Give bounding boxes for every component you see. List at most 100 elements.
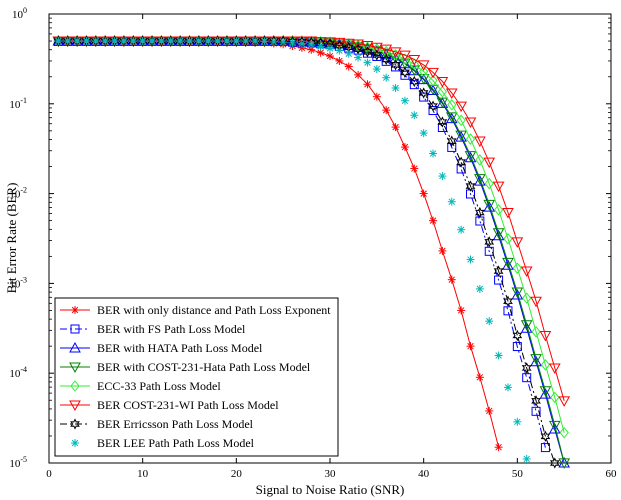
marker-hexagram <box>165 35 176 47</box>
marker-hexagram <box>193 35 204 47</box>
marker-square <box>456 164 466 174</box>
marker-asterisk-stroke <box>73 37 81 45</box>
marker-triangle-down <box>427 67 439 79</box>
legend: BER with only distance and Path Loss Exp… <box>54 297 339 457</box>
legend-label: ECC-33 Path Loss Model <box>97 379 221 393</box>
marker-asterisk-stroke <box>130 37 137 45</box>
marker-diamond <box>465 133 476 145</box>
marker-hexagram <box>184 35 195 47</box>
marker-asterisk-stroke <box>55 37 62 45</box>
marker-triangle-down <box>389 47 402 58</box>
marker-asterisk-stroke <box>364 81 371 88</box>
marker-triangle-down <box>417 74 430 85</box>
legend-label: BER LEE Path Path Loss Model <box>97 436 255 450</box>
marker-triangle-down <box>511 237 524 248</box>
legend-label: BER with only distance and Path Loss Exp… <box>97 303 331 317</box>
marker-hexagram <box>381 53 392 66</box>
marker-triangle-down <box>539 330 552 342</box>
marker-diamond <box>428 74 438 87</box>
marker-square <box>522 373 532 383</box>
x-axis-label: Signal to Noise Ratio (SNR) <box>256 482 405 497</box>
marker-triangle-up <box>530 355 542 367</box>
marker-hexagram <box>109 35 120 47</box>
marker-triangle-down <box>548 363 561 374</box>
marker-asterisk-stroke <box>148 37 156 45</box>
marker-asterisk-stroke <box>64 37 71 45</box>
marker-triangle-down <box>558 396 571 407</box>
marker-triangle-down <box>474 174 486 185</box>
marker-diamond <box>400 53 410 65</box>
marker-hexagram <box>428 100 438 112</box>
marker-triangle-down <box>417 60 430 71</box>
marker-asterisk-stroke <box>326 52 334 60</box>
marker-hexagram <box>100 35 111 47</box>
marker-square <box>531 406 541 416</box>
marker-diamond <box>540 359 551 371</box>
marker-square <box>437 123 447 133</box>
marker-diamond <box>503 233 513 245</box>
marker-triangle-down <box>520 320 533 331</box>
marker-diamond <box>493 204 504 216</box>
x-tick-label: 20 <box>231 468 243 480</box>
series-line <box>58 40 556 464</box>
marker-asterisk-stroke <box>71 439 79 447</box>
marker-hexagram <box>62 35 73 47</box>
marker-diamond <box>522 292 532 304</box>
y-tick-label: 10-2 <box>9 186 27 201</box>
marker-triangle-down <box>455 130 467 142</box>
marker-asterisk-stroke <box>336 47 343 54</box>
marker-asterisk-stroke <box>401 143 409 151</box>
marker-square <box>400 70 410 80</box>
marker-triangle-down <box>548 420 561 432</box>
marker-asterisk-stroke <box>223 37 231 45</box>
marker-diamond <box>409 58 419 71</box>
y-tick-label: 10-1 <box>9 96 27 111</box>
marker-triangle-up <box>474 175 486 186</box>
marker-asterisk-stroke <box>382 74 390 81</box>
marker-diamond <box>419 65 429 78</box>
marker-diamond <box>70 380 80 392</box>
marker-triangle-down <box>380 49 393 61</box>
marker-asterisk-stroke <box>120 37 128 45</box>
marker-square <box>540 443 550 453</box>
marker-triangle-up <box>492 229 505 241</box>
marker-triangle-down <box>352 39 364 51</box>
marker-triangle-down <box>380 44 393 56</box>
marker-triangle-down <box>492 228 505 239</box>
marker-asterisk-stroke <box>467 342 474 350</box>
marker-hexagram <box>549 457 560 469</box>
marker-asterisk-stroke <box>111 37 118 45</box>
marker-asterisk-stroke <box>485 407 493 415</box>
y-tick-label: 100 <box>12 6 27 21</box>
marker-triangle-down <box>558 458 571 469</box>
marker-hexagram <box>400 66 410 78</box>
legend-item: BER LEE Path Path Loss Model <box>71 436 255 450</box>
x-tick-label: 50 <box>512 468 524 480</box>
marker-hexagram <box>128 35 139 47</box>
marker-asterisk-stroke <box>336 57 343 65</box>
marker-hexagram <box>137 35 148 47</box>
marker-hexagram <box>119 35 129 47</box>
marker-diamond <box>475 154 485 166</box>
marker-asterisk-stroke <box>83 37 90 45</box>
marker-hexagram <box>474 206 485 219</box>
marker-asterisk-stroke <box>139 37 146 45</box>
marker-triangle-down <box>502 257 514 269</box>
marker-hexagram <box>156 35 167 47</box>
marker-triangle-up <box>483 201 496 212</box>
marker-asterisk-stroke <box>448 198 456 205</box>
marker-asterisk-stroke <box>233 37 240 45</box>
legend-label: BER with HATA Path Loss Model <box>97 341 263 355</box>
marker-triangle-up <box>539 388 552 399</box>
marker-triangle-down <box>361 40 374 52</box>
marker-asterisk-stroke <box>317 43 324 50</box>
marker-triangle-up <box>69 341 81 353</box>
marker-triangle-up <box>511 289 524 300</box>
marker-triangle-up <box>520 322 533 333</box>
marker-asterisk-stroke <box>364 59 371 66</box>
legend-item: ECC-33 Path Loss Model <box>60 379 221 393</box>
marker-asterisk-stroke <box>195 37 203 45</box>
marker-triangle-up <box>502 259 514 270</box>
marker-asterisk-stroke <box>354 54 362 61</box>
